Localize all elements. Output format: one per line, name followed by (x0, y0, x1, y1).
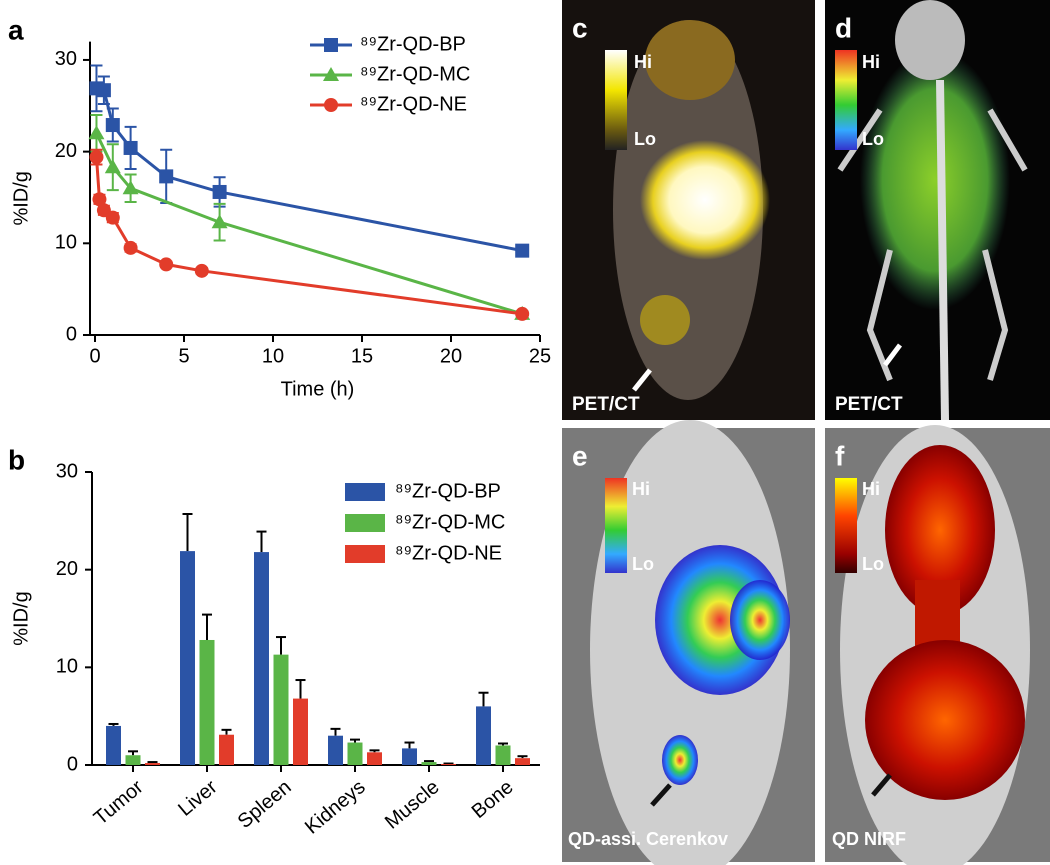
y-tick-label: 10 (56, 656, 78, 678)
marker (89, 150, 104, 165)
colorbar-hi: Hi (862, 52, 880, 72)
y-tick-label: 10 (55, 232, 77, 254)
marker (88, 125, 105, 140)
legend-marker (324, 98, 338, 112)
panel-e: e Hi Lo QD-assi. Cerenkov (562, 420, 815, 865)
colorbar-lo: Lo (632, 554, 654, 574)
marker (212, 184, 227, 199)
bar (199, 639, 215, 765)
marker (159, 169, 174, 184)
x-tick-label: Kidneys (301, 776, 370, 839)
legend-label: ⁸⁹Zr-QD-BP (360, 33, 466, 55)
legend-label: ⁸⁹Zr-QD-MC (395, 511, 505, 533)
caption: QD-assi. Cerenkov (568, 829, 728, 849)
panel-c: c Hi Lo PET/CT (562, 0, 815, 420)
legend-label: ⁸⁹Zr-QD-BP (395, 480, 501, 502)
colorbar-lo: Lo (634, 129, 656, 149)
legend-label: ⁸⁹Zr-QD-MC (360, 63, 470, 85)
x-tick-label: 5 (178, 345, 189, 367)
x-tick-label: 25 (529, 345, 551, 367)
panel-f: f Hi Lo QD NIRF (825, 425, 1050, 865)
marker (159, 257, 174, 272)
colorbar-hi: Hi (862, 479, 880, 499)
bar (293, 698, 308, 765)
bar (254, 552, 269, 765)
x-tick-label: Muscle (381, 776, 444, 834)
colorbar-hi: Hi (632, 479, 650, 499)
y-axis-label: %ID/g (10, 591, 32, 645)
y-tick-label: 30 (56, 460, 78, 482)
legend-marker (323, 67, 339, 81)
colorbar-lo: Lo (862, 129, 884, 149)
panel-label: a (8, 14, 24, 45)
x-tick-label: 20 (440, 345, 462, 367)
panel-label: d (835, 12, 852, 43)
bar (328, 735, 343, 765)
bar (421, 762, 437, 765)
panel-label: b (8, 444, 25, 475)
x-tick-label: 0 (89, 345, 100, 367)
marker (122, 180, 139, 195)
x-tick-label: Bone (468, 776, 518, 823)
y-tick-label: 20 (55, 140, 77, 162)
y-tick-label: 0 (66, 323, 77, 345)
legend-label: ⁸⁹Zr-QD-NE (360, 93, 467, 115)
colorbar-lo: Lo (862, 554, 884, 574)
colorbar-hi: Hi (634, 52, 652, 72)
bar (219, 734, 234, 765)
bar (125, 755, 141, 765)
legend-marker (324, 38, 338, 52)
marker (123, 240, 138, 255)
marker (211, 214, 228, 229)
bar (180, 551, 195, 765)
y-axis-label: %ID/g (10, 171, 32, 225)
marker (104, 159, 121, 174)
bar (273, 654, 289, 765)
legend-swatch (345, 483, 385, 501)
legend-swatch (345, 514, 385, 532)
marker (515, 243, 530, 258)
x-tick-label: Spleen (234, 776, 296, 833)
legend-swatch (345, 545, 385, 563)
marker (105, 118, 120, 133)
x-tick-label: Tumor (90, 776, 148, 830)
bar (515, 758, 530, 765)
marker (105, 210, 120, 225)
caption: PET/CT (835, 394, 903, 415)
line (95, 132, 523, 316)
x-tick-label: 10 (262, 345, 284, 367)
marker (194, 263, 209, 278)
y-tick-label: 30 (55, 48, 77, 70)
caption: QD NIRF (832, 829, 906, 849)
bar (476, 706, 491, 765)
panel-label: c (572, 12, 588, 43)
bar (495, 745, 511, 765)
marker (123, 140, 138, 155)
bar (347, 742, 363, 765)
bar (402, 748, 417, 765)
panel-label: e (572, 440, 588, 471)
x-tick-label: 15 (351, 345, 373, 367)
caption: PET/CT (572, 394, 640, 415)
x-tick-label: Liver (174, 776, 222, 821)
bar (145, 763, 160, 765)
marker (96, 83, 111, 98)
marker (515, 306, 530, 321)
panel-label: f (835, 440, 845, 471)
y-tick-label: 20 (56, 558, 78, 580)
bar (106, 725, 121, 765)
marker (92, 192, 107, 207)
bar (441, 764, 456, 765)
panel-d: d Hi Lo PET/CT (825, 0, 1050, 421)
legend-label: ⁸⁹Zr-QD-NE (395, 542, 502, 564)
bar (367, 752, 382, 765)
y-tick-label: 0 (67, 753, 78, 775)
x-axis-label: Time (h) (281, 378, 355, 400)
